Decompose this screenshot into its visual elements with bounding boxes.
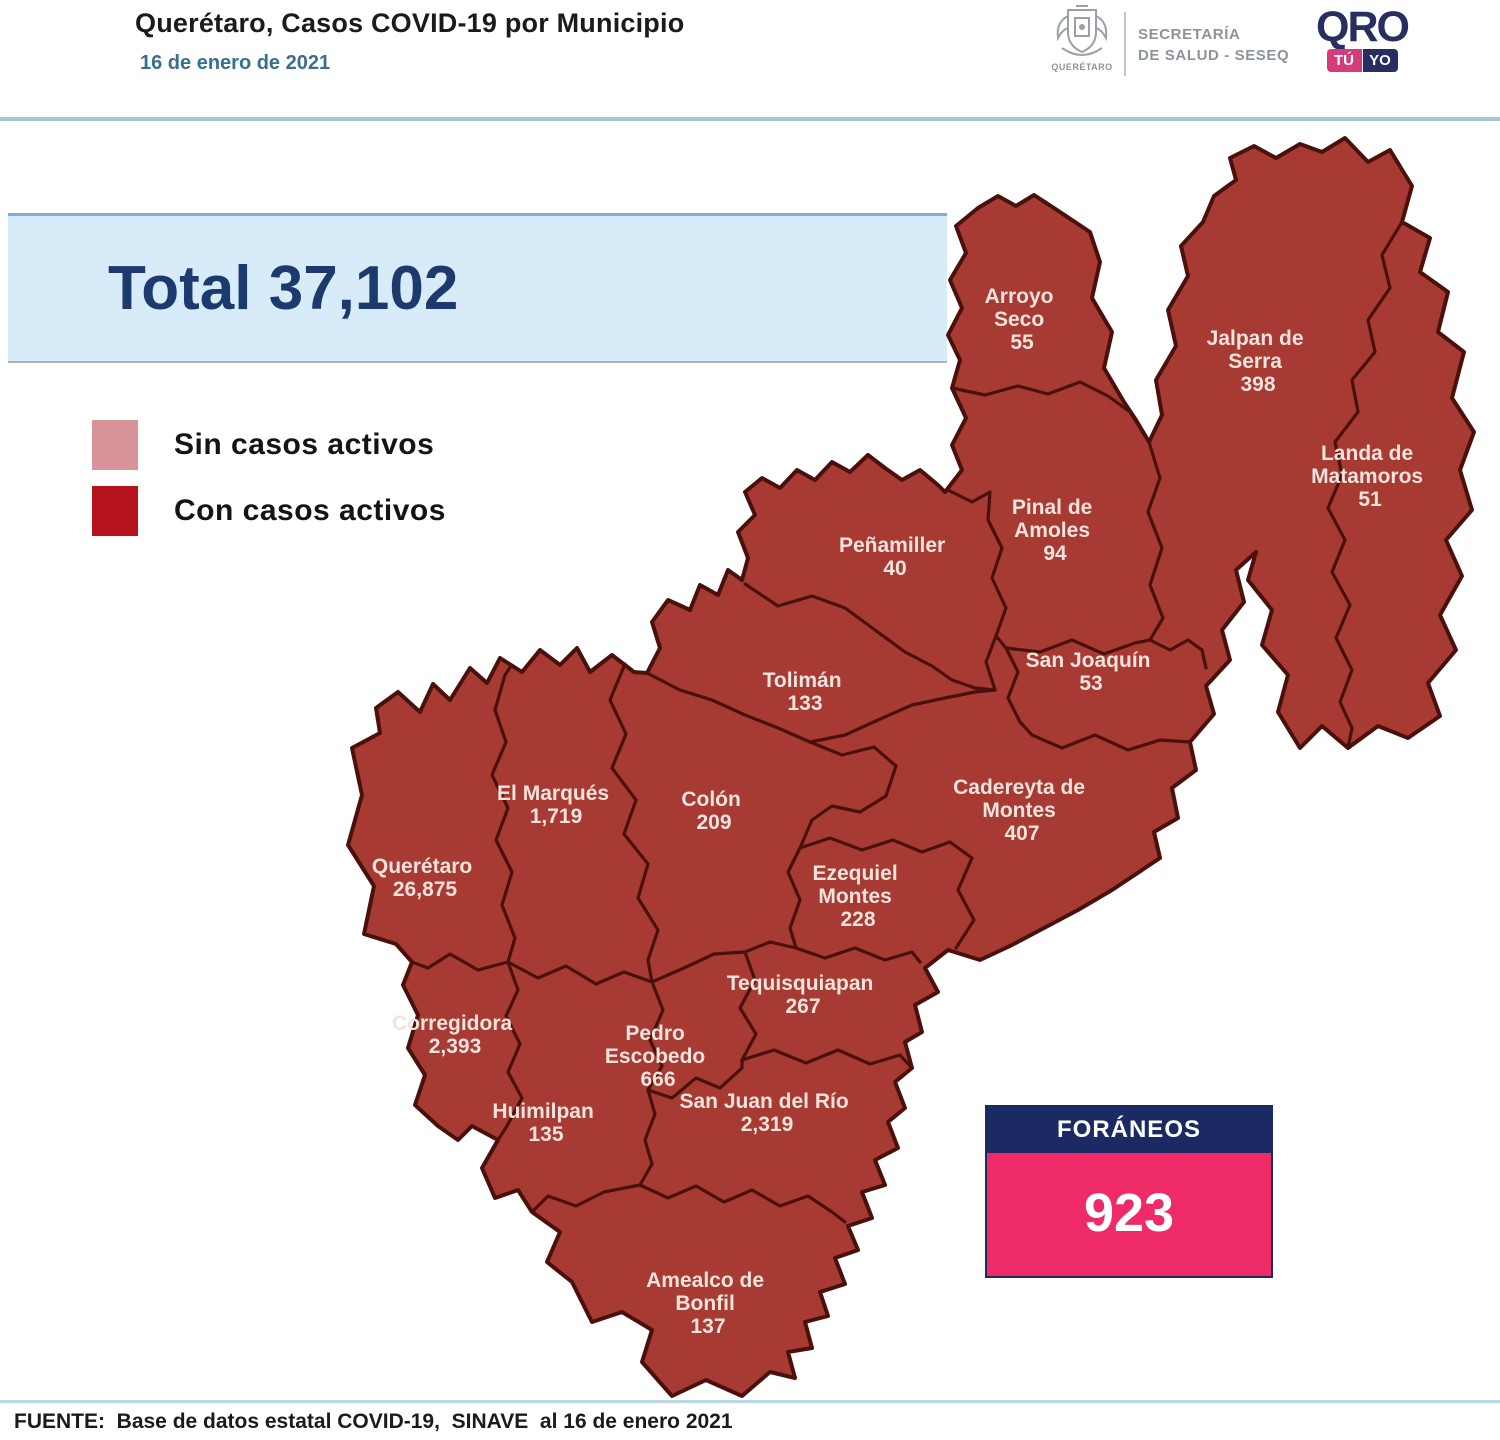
municipality-label-landa-de-matamoros: Landa de Matamoros 51: [1311, 442, 1429, 511]
border-ezequiel-tequisquiapan: [794, 946, 922, 964]
source-note: FUENTE: Base de datos estatal COVID-19, …: [14, 1410, 733, 1433]
municipality-label-san-juan-del-rio: San Juan del Río 2,319: [679, 1090, 854, 1136]
municipality-label-corregidora: Corregidora 2,393: [392, 1012, 518, 1058]
legend-swatch-pink: [92, 420, 138, 470]
border-toliman-colon: [645, 671, 812, 744]
legend-item-con-casos: Con casos activos: [92, 486, 446, 536]
municipality-label-amealco: Amealco de Bonfil 137: [646, 1269, 770, 1338]
secretaria-salud-logo: SECRETARÍA DE SALUD - SESEQ: [1138, 24, 1289, 66]
border-colon-ezequiel: [786, 846, 802, 950]
border-toliman-pinal: [984, 634, 998, 692]
tu-badge: TÚ: [1326, 49, 1362, 72]
municipality-label-huimilpan: Huimilpan 135: [492, 1100, 599, 1146]
border-tequisquiapan-pedro: [738, 950, 758, 1062]
state-map-shape: [346, 136, 1476, 1398]
border-huimilpan-sjr: [638, 1088, 657, 1187]
total-cases: Total 37,102: [108, 254, 459, 323]
qro-wordmark: QRO: [1316, 3, 1410, 51]
border-pinal-sanjoaquin: [1004, 638, 1152, 656]
queretaro-crest-logo: [1046, 4, 1118, 88]
border-amealco-sjr: [638, 1183, 847, 1224]
border-tequisquiapan-sjr: [740, 1048, 914, 1070]
crest-caption: QUERÉTARO: [1051, 62, 1113, 72]
border-pinal-cadereyta-west: [1004, 646, 1034, 737]
legend-swatch-red: [92, 486, 138, 536]
border-sanjoaquin-cadereyta: [1030, 733, 1192, 752]
secretaria-line1: SECRETARÍA: [1138, 26, 1241, 43]
municipal-borders: [410, 220, 1404, 1224]
border-colon-tequisquiapan: [743, 940, 798, 954]
municipality-label-el-marques: El Marqués 1,719: [497, 782, 615, 828]
foraneos-value: 923: [1083, 1183, 1175, 1243]
municipality-label-arroyo-seco: Arroyo Seco 55: [985, 285, 1060, 354]
municipality-labels: Arroyo Seco 55 Jalpan de Serra 398 Landa…: [372, 285, 1429, 1338]
map-legend: Sin casos activos Con casos activos: [92, 420, 446, 552]
top-divider-rule: [0, 117, 1500, 121]
municipality-label-queretaro: Querétaro 26,875: [372, 855, 478, 901]
municipality-label-colon: Colón 209: [681, 788, 746, 834]
crest-icon: [1056, 5, 1108, 56]
border-ezequiel-cadereyta-north: [798, 836, 974, 860]
border-pedro-colon: [650, 950, 747, 984]
border-penamiller-pinal: [946, 488, 1008, 650]
municipality-label-pinal-de-amoles: Pinal de Amoles 94: [1012, 496, 1098, 565]
border-pedro-sjr: [646, 1058, 744, 1100]
municipality-label-ezequiel-montes: Ezequiel Montes 228: [812, 862, 903, 931]
qro-pills: TÚ YO: [1302, 49, 1422, 72]
border-huimilpan-amealco: [530, 1183, 642, 1214]
municipality-label-pedro-escobedo: Pedro Escobedo 666: [605, 1022, 711, 1091]
foraneos-body: 923: [987, 1153, 1271, 1276]
border-jalpan-landa: [1326, 220, 1404, 750]
border-sanjoaquin-jalpan: [1148, 638, 1208, 670]
border-toliman-cadereyta: [808, 688, 997, 744]
foraneos-header: FORÁNEOS: [987, 1107, 1271, 1153]
total-band: Total 37,102: [8, 213, 947, 363]
secretaria-line2: DE SALUD - SESEQ: [1138, 47, 1290, 64]
municipality-label-penamiller: Peñamiller 40: [839, 534, 951, 580]
border-elmarques-colon: [608, 662, 660, 984]
municipality-label-tequisquiapan: Tequisquiapan 267: [727, 972, 879, 1018]
border-colon-cadereyta: [798, 740, 898, 850]
border-elmarques-south: [506, 960, 654, 986]
legend-label: Sin casos activos: [174, 428, 435, 461]
report-date: 16 de enero de 2021: [140, 52, 331, 74]
municipality-label-jalpan-de-serra: Jalpan de Serra 398: [1207, 327, 1310, 396]
border-queretaro-elmarques: [490, 664, 517, 964]
logo-divider: [1124, 12, 1126, 76]
municipality-label-san-joaquin: San Joaquín 53: [1026, 649, 1157, 695]
border-arroyo-pinal: [950, 380, 1151, 444]
border-penamiller-toliman: [743, 582, 997, 692]
yo-badge: YO: [1362, 49, 1398, 72]
legend-item-sin-casos: Sin casos activos: [92, 420, 446, 470]
municipality-label-cadereyta: Cadereyta de Montes 407: [953, 776, 1091, 845]
border-queretaro-corregidora: [410, 952, 510, 972]
page-title: Querétaro, Casos COVID-19 por Municipio: [135, 8, 685, 38]
municipality-label-toliman: Tolimán 133: [763, 669, 848, 715]
border-huimilpan-pedro: [646, 980, 665, 1092]
legend-label: Con casos activos: [174, 494, 446, 527]
border-corregidora-huimilpan: [496, 960, 524, 1142]
foraneos-box: FORÁNEOS 923: [985, 1105, 1273, 1278]
qro-tu-yo-logo: QRO TÚ YO: [1302, 6, 1422, 72]
bottom-divider-rule: [0, 1400, 1500, 1403]
border-jalpan-pinal: [1146, 440, 1165, 642]
border-ezequiel-cadereyta-east: [954, 856, 976, 950]
